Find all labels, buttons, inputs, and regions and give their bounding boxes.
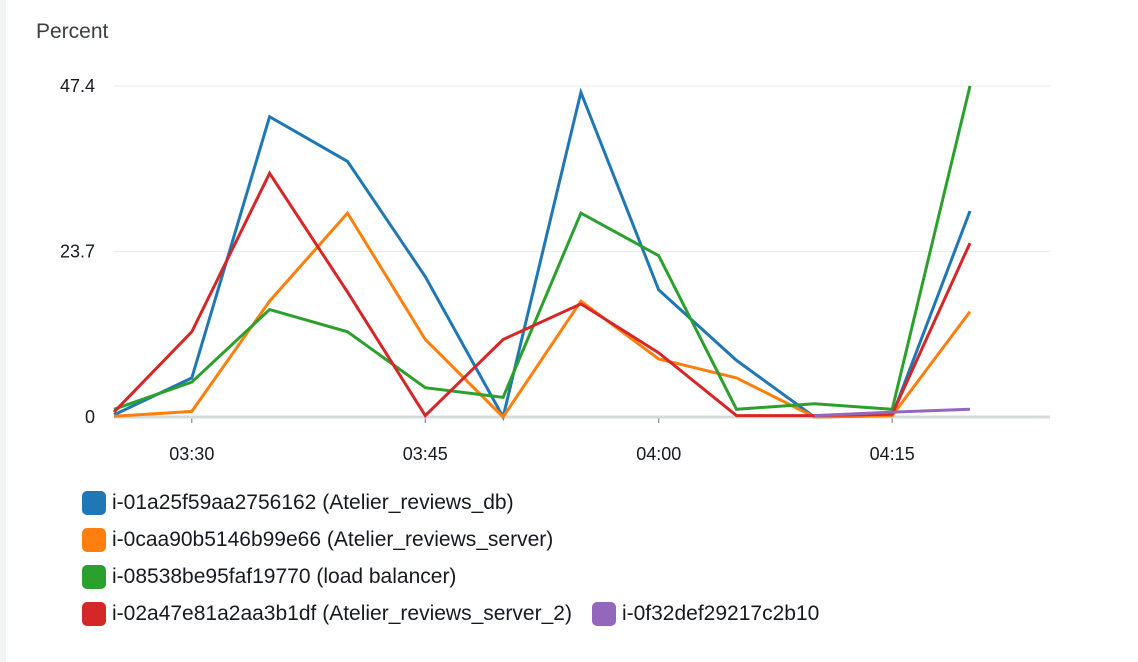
legend-swatch — [591, 601, 616, 626]
panel-border — [0, 0, 6, 662]
x-tick-label: 04:00 — [636, 444, 681, 464]
y-tick-label: 47.4 — [60, 76, 95, 96]
y-tick-label: 23.7 — [60, 242, 95, 262]
legend-swatch — [82, 601, 106, 626]
series-line-4[interactable] — [814, 407, 971, 418]
x-tick-label: 04:15 — [870, 444, 915, 464]
legend-item[interactable]: i-08538be95faf19770 (load balancer) — [82, 564, 457, 589]
legend-item[interactable]: i-0f32def29217c2b10 — [591, 601, 820, 626]
legend-label: i-02a47e81a2aa3b1df (Atelier_reviews_ser… — [112, 601, 572, 625]
legend-label: i-0f32def29217c2b10 — [621, 601, 820, 625]
x-tick-label: 03:45 — [403, 444, 448, 464]
gridlines — [114, 85, 1050, 252]
legend-item[interactable]: i-0caa90b5146b99e66 (Atelier_reviews_ser… — [82, 527, 554, 552]
legend-row: i-0caa90b5146b99e66 (Atelier_reviews_ser… — [82, 521, 1082, 558]
legend-item[interactable]: i-02a47e81a2aa3b1df (Atelier_reviews_ser… — [82, 601, 572, 626]
chart-legend: i-01a25f59aa2756162 (Atelier_reviews_db)… — [82, 484, 1082, 632]
series-line-1[interactable] — [113, 210, 972, 420]
legend-label: i-01a25f59aa2756162 (Atelier_reviews_db) — [112, 490, 514, 514]
y-unit-label: Percent — [36, 20, 109, 43]
legend-item[interactable]: i-01a25f59aa2756162 (Atelier_reviews_db) — [82, 490, 514, 515]
legend-swatch — [82, 527, 106, 552]
legend-swatch — [82, 490, 106, 515]
y-axis-ticks: 0 23.7 47.4 — [60, 76, 95, 427]
y-tick-label: 0 — [85, 407, 95, 427]
legend-row: i-02a47e81a2aa3b1df (Atelier_reviews_ser… — [82, 595, 1082, 632]
x-axis-ticks: 03:30 03:45 04:00 04:15 — [169, 417, 915, 464]
line-chart[interactable]: 0 23.7 47.4 03:30 03:45 04:00 04:15 — [0, 0, 1138, 480]
series-lines[interactable] — [112, 85, 972, 422]
series-line-2[interactable] — [113, 85, 972, 411]
x-tick-label: 03:30 — [169, 444, 214, 464]
legend-swatch — [82, 564, 106, 589]
legend-label: i-0caa90b5146b99e66 (Atelier_reviews_ser… — [112, 527, 554, 551]
series-line-0[interactable] — [113, 87, 972, 422]
legend-row: i-08538be95faf19770 (load balancer) — [82, 558, 1082, 595]
legend-label: i-08538be95faf19770 (load balancer) — [112, 564, 457, 588]
legend-row: i-01a25f59aa2756162 (Atelier_reviews_db) — [82, 484, 1082, 521]
